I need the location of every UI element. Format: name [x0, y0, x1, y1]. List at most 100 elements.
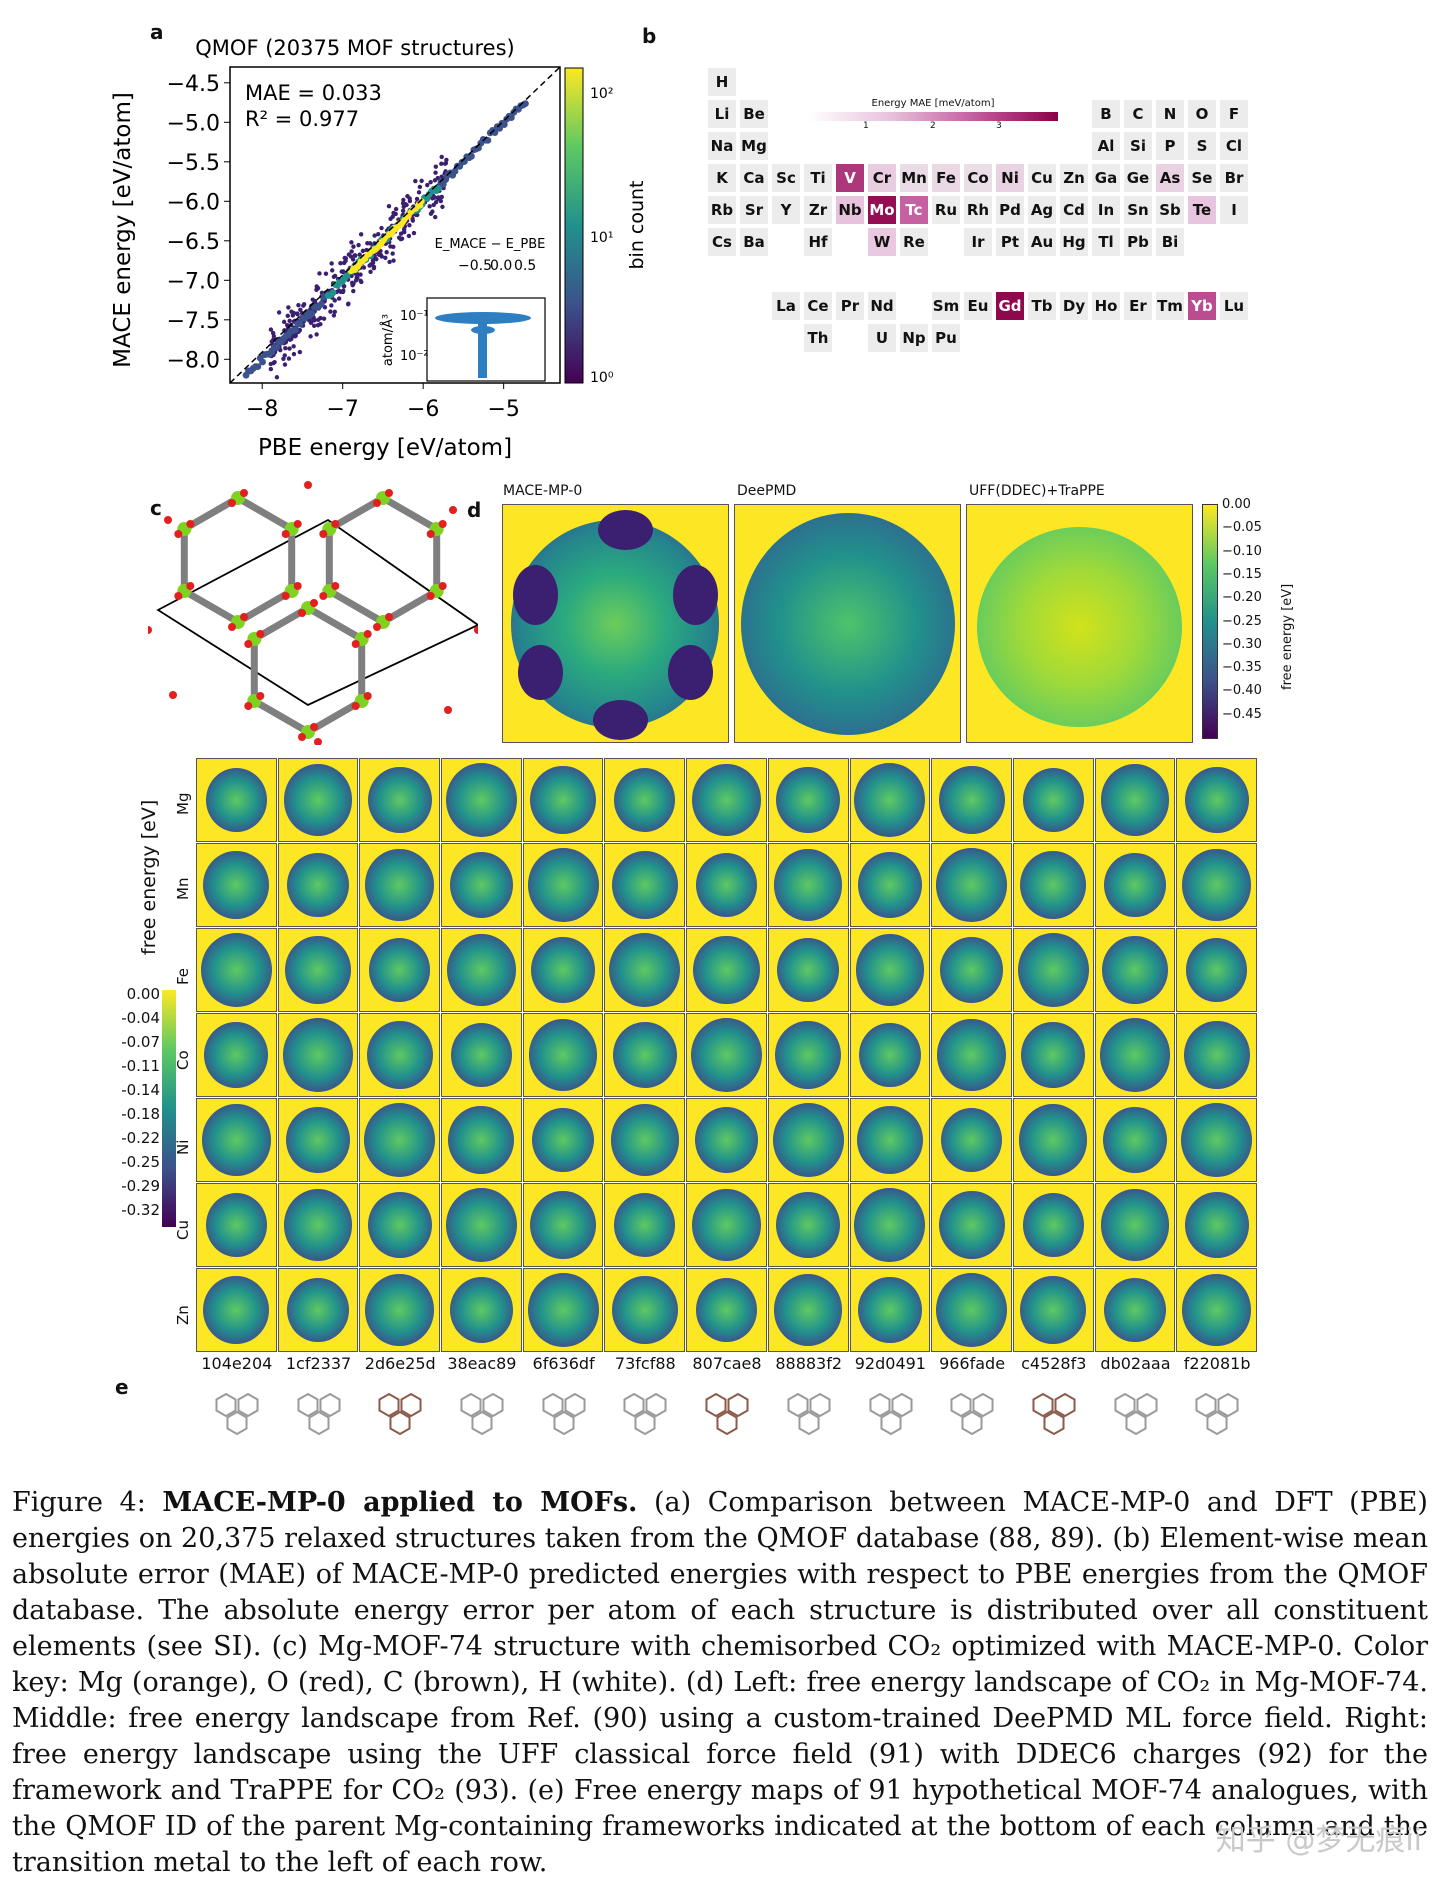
periodic-table-heatmap: H Li Be B C N O F Na Mg Al Si P S Cl K Ca Sc Ti V Cr Mn Fe Co Ni… — [708, 68, 1268, 398]
framework-thumbnail-6f636df — [542, 1392, 586, 1436]
free-energy-map-cu-104e204 — [196, 1183, 277, 1267]
colorbar-tick-1: 10² — [590, 86, 613, 102]
free-energy-map-ni-1cf2337 — [277, 1098, 359, 1182]
colorbar-e-tick: -0.07 — [121, 1033, 160, 1051]
free-energy-map-zn-966fade — [931, 1268, 1012, 1352]
scatter-point — [271, 334, 277, 339]
row-label-mg: Mg — [174, 792, 192, 815]
map-title-uff: UFF(DDEC)+TraPPE — [969, 483, 1105, 499]
element-cell-p: P — [1156, 132, 1184, 160]
element-cell-th: Th — [804, 324, 832, 352]
element-cell-nd: Nd — [868, 292, 896, 320]
framework-thumbnail-88883f2 — [787, 1392, 831, 1436]
scatter-point — [439, 161, 444, 166]
free-energy-map-co-6f636df — [522, 1013, 604, 1097]
free-energy-colorbar-e — [162, 990, 176, 1227]
scatter-point — [419, 178, 424, 184]
scatter-point — [401, 197, 406, 203]
free-energy-map-ni-2d6e25d — [359, 1098, 441, 1182]
free-energy-map-zn-92d0491 — [849, 1268, 931, 1352]
scatter-point — [370, 260, 376, 266]
free-energy-map-ni-92d0491 — [849, 1098, 931, 1182]
inset-x-label: E_MACE − E_PBE — [435, 237, 546, 252]
scatter-point — [314, 287, 319, 292]
free-energy-map-cu-6f636df — [522, 1183, 604, 1267]
free-energy-map-co-92d0491 — [849, 1013, 931, 1097]
scatter-point — [374, 257, 379, 262]
scatter-point — [312, 298, 318, 304]
free-energy-map-co-1cf2337 — [277, 1013, 359, 1097]
inset-xtick-1: −0.5 — [458, 258, 492, 274]
scatter-point — [407, 198, 413, 204]
element-cell-y: Y — [772, 196, 800, 224]
chart-title: QMOF (20375 MOF structures) — [195, 36, 514, 60]
scatter-point — [383, 255, 388, 261]
scatter-point — [376, 252, 382, 257]
element-cell-la: La — [772, 292, 800, 320]
map-deepmd — [734, 504, 961, 743]
scatter-point — [349, 273, 354, 279]
scatter-point — [332, 298, 337, 303]
element-cell-yb: Yb — [1188, 292, 1216, 320]
free-energy-map-fe-73fcf88 — [604, 928, 686, 1012]
scatter-point — [427, 204, 432, 209]
scatter-point — [376, 231, 381, 237]
scatter-point — [311, 323, 317, 328]
colorbar-tick-3: 10⁰ — [590, 370, 614, 386]
colorbar-d-tick: −0.20 — [1222, 590, 1262, 606]
scatter-point — [331, 313, 337, 318]
colorbar-e-tick: -0.25 — [121, 1153, 160, 1171]
element-cell-h: H — [708, 68, 736, 96]
scatter-point — [349, 249, 354, 254]
free-energy-map-mg-73fcf88 — [604, 758, 686, 842]
scatter-point — [291, 310, 297, 316]
free-energy-map-co-c4528f3 — [1012, 1013, 1094, 1097]
element-cell-o: O — [1188, 100, 1216, 128]
framework-thumbnail-1cf2337 — [297, 1392, 341, 1436]
element-cell-cu: Cu — [1028, 164, 1056, 192]
element-cell-na: Na — [708, 132, 736, 160]
element-cell-fe: Fe — [932, 164, 960, 192]
qmof-id-column-labels: 104e204 1cf2337 2d6e25d 38eac89 6f636df 73fcf… — [196, 1352, 1258, 1376]
element-cell-si: Si — [1124, 132, 1152, 160]
scatter-point — [281, 356, 286, 361]
colorbar-d-tick: −0.35 — [1222, 660, 1262, 676]
free-energy-map-mg-2d6e25d — [359, 758, 441, 842]
scatter-point — [387, 259, 392, 265]
framework-thumbnail-f22081b — [1195, 1392, 1239, 1436]
free-energy-map-ni-6f636df — [522, 1098, 604, 1182]
element-cell-nb: Nb — [836, 196, 864, 224]
scatter-point — [281, 319, 287, 325]
mae-tick-2: 2 — [930, 121, 936, 131]
mg-mof-74-structure — [148, 481, 478, 745]
free-energy-map-zn-73fcf88 — [604, 1268, 686, 1352]
scatter-point — [285, 313, 290, 319]
scatter-point — [330, 268, 335, 273]
colorbar-e-tick: -0.29 — [121, 1177, 160, 1195]
element-cell-pd: Pd — [996, 196, 1024, 224]
element-cell-eu: Eu — [964, 292, 992, 320]
scatter-point — [431, 202, 436, 208]
element-cell-ce: Ce — [804, 292, 832, 320]
colorbar-e-tick: -0.11 — [121, 1057, 160, 1075]
grid-y-label: free energy [eV] — [138, 799, 160, 955]
scatter-point — [500, 121, 508, 128]
scatter-point — [317, 271, 322, 276]
scatter-point — [372, 233, 377, 238]
element-cell-ti: Ti — [804, 164, 832, 192]
scatter-point — [356, 242, 361, 248]
scatter-points — [229, 66, 561, 384]
mae-colorbar-title: Energy MAE [meV/atom] — [871, 98, 995, 109]
framework-thumbnail-966fade — [950, 1392, 994, 1436]
scatter-point — [287, 318, 292, 324]
element-cell-cl: Cl — [1220, 132, 1248, 160]
scatter-point — [353, 278, 359, 283]
scatter-point — [428, 211, 434, 216]
scatter-point — [293, 333, 298, 339]
row-label-co: Co — [174, 1049, 192, 1070]
colorbar-d-tick: −0.30 — [1222, 636, 1262, 652]
free-energy-map-fe-6f636df — [522, 928, 604, 1012]
element-cell-rh: Rh — [964, 196, 992, 224]
scatter-point — [404, 202, 409, 208]
free-energy-map-zn-38eac89 — [441, 1268, 522, 1352]
